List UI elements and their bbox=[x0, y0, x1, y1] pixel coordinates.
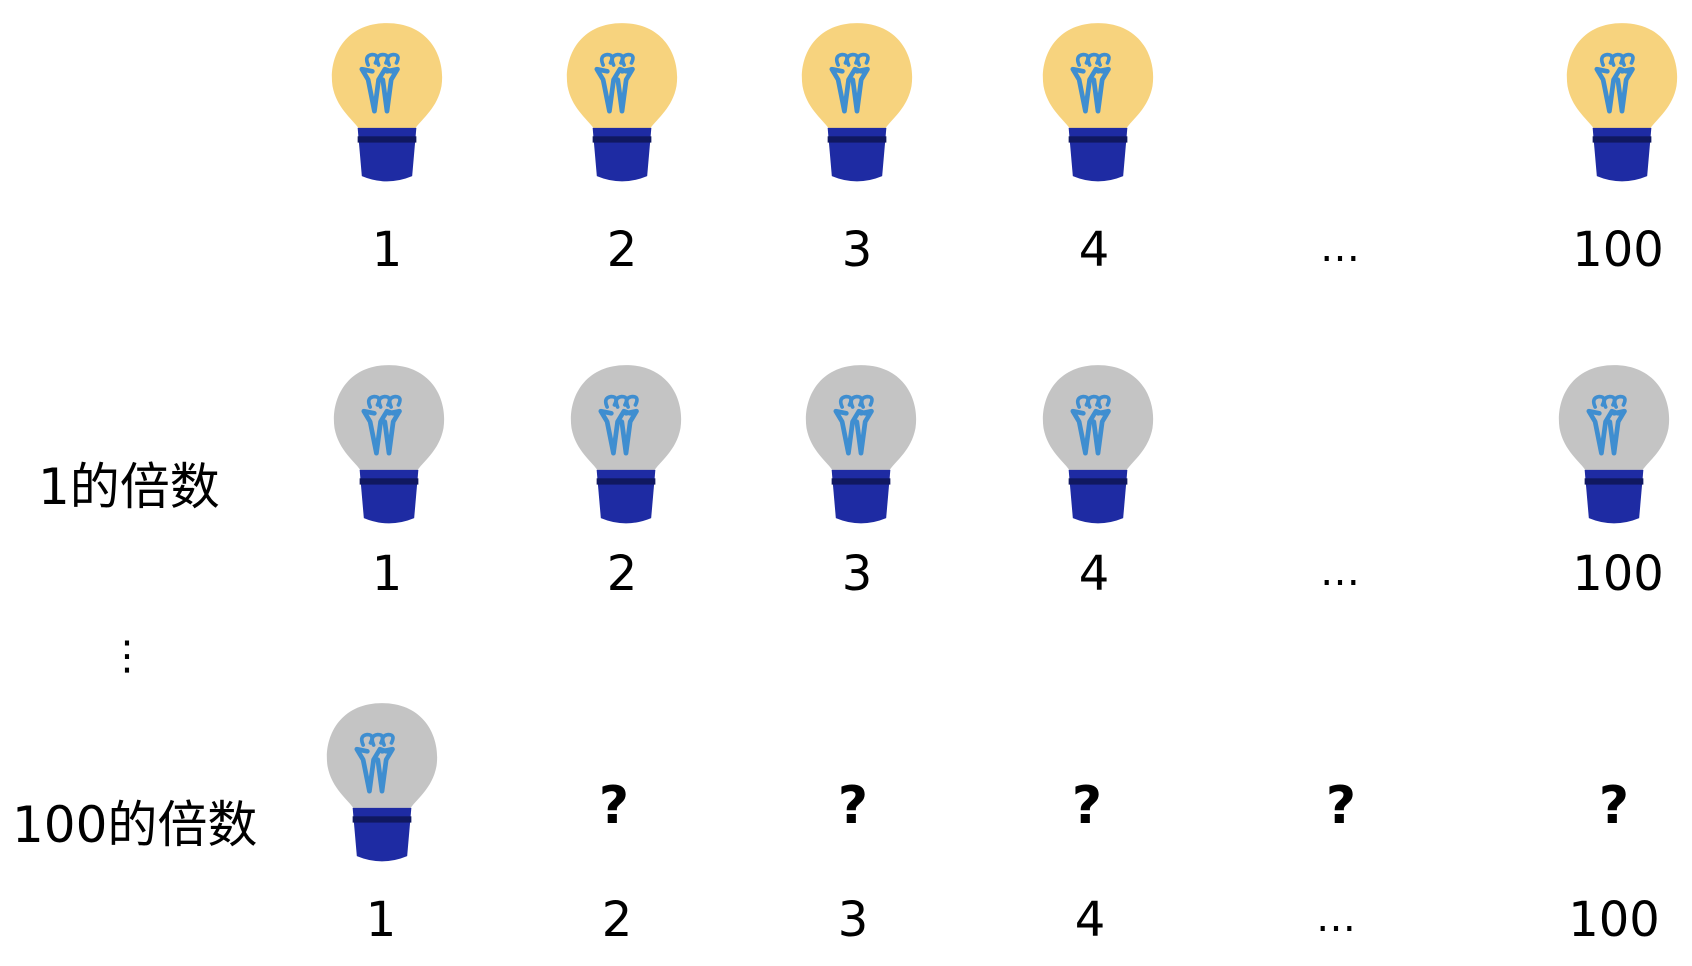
unknown-state-mark: ? bbox=[598, 776, 630, 836]
bulb-off-4 bbox=[1042, 365, 1154, 524]
row-label: 1的倍数 bbox=[38, 458, 220, 516]
bulb-on-1 bbox=[331, 23, 443, 182]
unknown-state-mark: ? bbox=[837, 776, 869, 836]
bulb-on-4 bbox=[1042, 23, 1154, 182]
bulb-on-2 bbox=[566, 23, 678, 182]
bulb-number-4: 4 bbox=[1078, 222, 1110, 278]
bulb-number-100: 100 bbox=[1568, 892, 1660, 948]
bulb-off-2 bbox=[570, 365, 682, 524]
bulb-off-1 bbox=[326, 703, 438, 862]
ellipsis: … bbox=[1320, 225, 1362, 271]
row-multiples-of-1: 1的倍数 1 2 3 4 … 100 bbox=[0, 330, 1692, 610]
row-label: 100的倍数 bbox=[12, 796, 258, 854]
bulb-number-4: 4 bbox=[1074, 892, 1106, 948]
unknown-state-mark: ? bbox=[1598, 776, 1630, 836]
bulb-on-3 bbox=[801, 23, 913, 182]
row-all-on: 1 2 3 4 … 100 bbox=[0, 0, 1692, 280]
bulb-number-4: 4 bbox=[1078, 546, 1110, 602]
bulb-number-3: 3 bbox=[841, 222, 873, 278]
bulb-number-1: 1 bbox=[371, 222, 403, 278]
ellipsis: … bbox=[1316, 895, 1358, 941]
row-multiples-of-100: 100的倍数 ? ? ? ? ? 1 2 3 4 … 100 bbox=[0, 690, 1692, 966]
bulb-number-1: 1 bbox=[365, 892, 397, 948]
unknown-state-mark: ? bbox=[1325, 776, 1357, 836]
bulb-number-2: 2 bbox=[601, 892, 633, 948]
bulb-number-1: 1 bbox=[371, 546, 403, 602]
vertical-ellipsis: ⋮ bbox=[107, 633, 147, 679]
bulb-off-100 bbox=[1558, 365, 1670, 524]
bulb-off-1 bbox=[333, 365, 445, 524]
bulb-number-100: 100 bbox=[1572, 222, 1664, 278]
bulb-off-3 bbox=[805, 365, 917, 524]
bulb-number-3: 3 bbox=[841, 546, 873, 602]
bulb-number-100: 100 bbox=[1572, 546, 1664, 602]
unknown-state-mark: ? bbox=[1071, 776, 1103, 836]
bulb-number-2: 2 bbox=[606, 546, 638, 602]
ellipsis: … bbox=[1320, 549, 1362, 595]
bulb-number-3: 3 bbox=[837, 892, 869, 948]
bulb-number-2: 2 bbox=[606, 222, 638, 278]
bulb-on-100 bbox=[1566, 23, 1678, 182]
